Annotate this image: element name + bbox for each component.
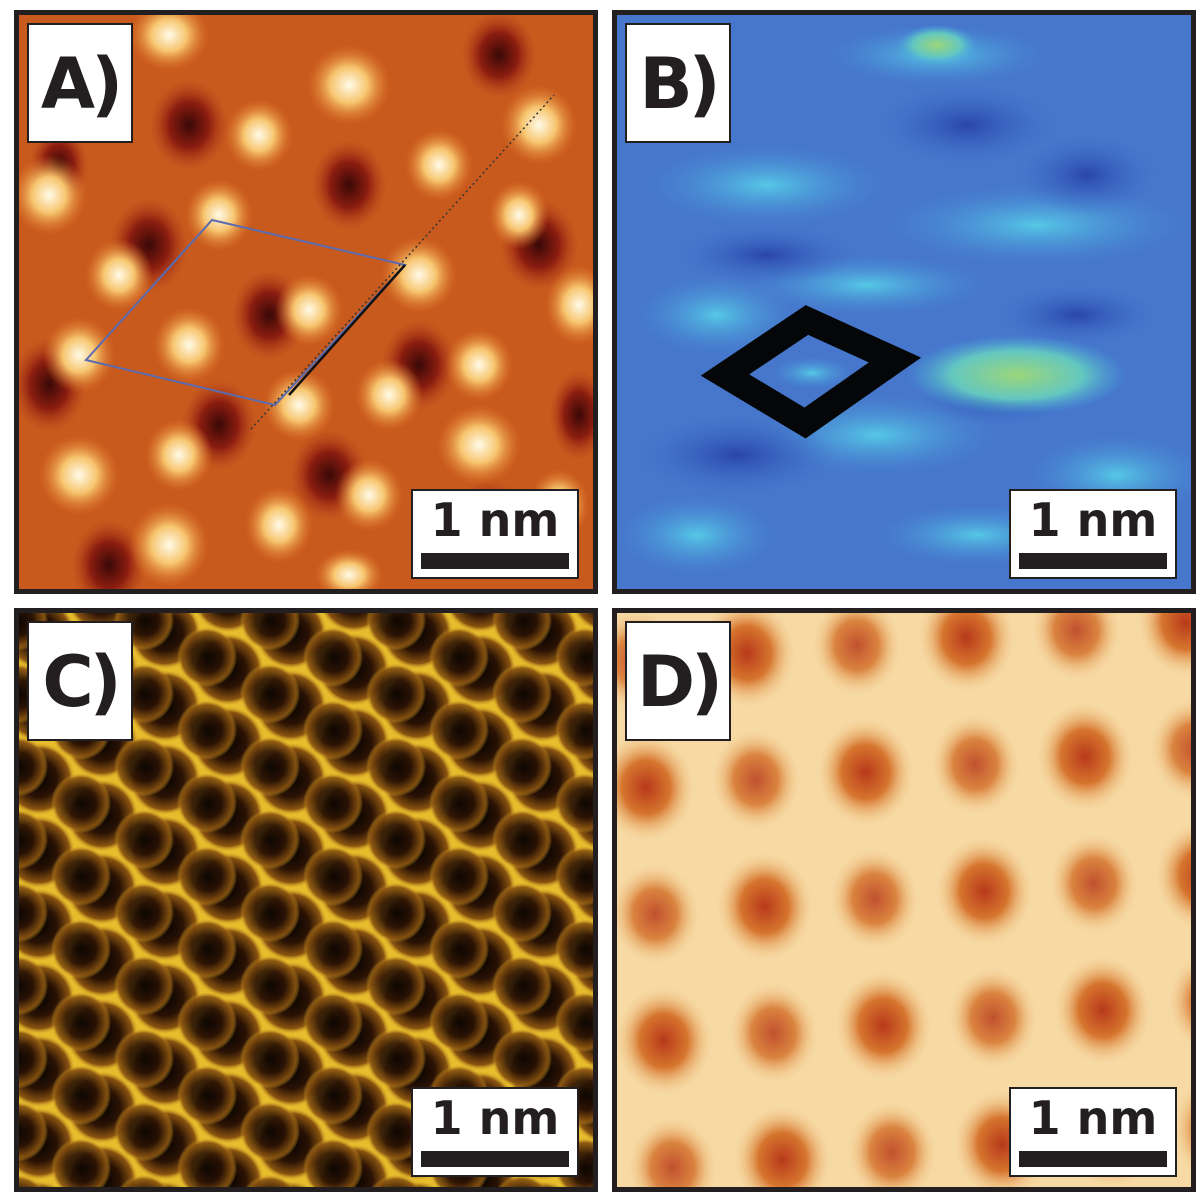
scale-bar-line [1019, 553, 1167, 569]
panel-label: C) [27, 621, 133, 741]
scale-bar: 1 nm [411, 489, 579, 579]
scale-bar: 1 nm [1009, 489, 1177, 579]
panel-label: D) [625, 621, 731, 741]
panel-label: B) [625, 23, 731, 143]
line-profile [250, 94, 555, 430]
scale-bar-line [1019, 1151, 1167, 1167]
scale-bar-label: 1 nm [430, 1091, 560, 1145]
panel-label: A) [27, 23, 133, 143]
scale-bar-label: 1 nm [430, 493, 560, 547]
highlighted-unit-cell [700, 305, 922, 439]
scale-bar-line [421, 1151, 569, 1167]
panel-a: A) 1 nm [14, 10, 598, 594]
panel-b: B) 1 nm [612, 10, 1196, 594]
unit-cell-outline [84, 218, 407, 407]
scale-bar-label: 1 nm [1028, 493, 1158, 547]
scale-bar-line [421, 553, 569, 569]
scale-bar: 1 nm [411, 1087, 579, 1177]
panel-d: D) 1 nm [612, 608, 1196, 1192]
panel-c: C) 1 nm [14, 608, 598, 1192]
scale-bar: 1 nm [1009, 1087, 1177, 1177]
scale-bar-label: 1 nm [1028, 1091, 1158, 1145]
